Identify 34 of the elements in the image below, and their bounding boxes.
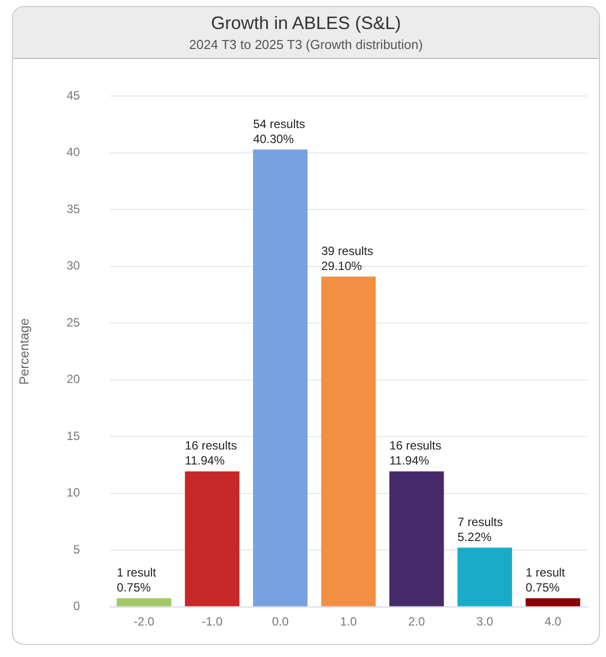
bar bbox=[458, 548, 512, 606]
x-tick-label: 0.0 bbox=[272, 614, 289, 628]
y-tick-label: 15 bbox=[66, 428, 80, 443]
x-tick-label: -2.0 bbox=[134, 614, 155, 628]
data-label: 7 results 5.22% bbox=[458, 514, 503, 544]
y-tick-label: 25 bbox=[66, 315, 80, 330]
bar bbox=[253, 150, 308, 606]
y-axis-title: Percentage bbox=[16, 318, 32, 385]
data-label: 54 results 40.30% bbox=[253, 116, 306, 146]
chart-title: Growth in ABLES (S&L) bbox=[210, 13, 402, 34]
x-tick-label: 1.0 bbox=[340, 614, 358, 628]
data-label: 16 results 11.94% bbox=[184, 438, 237, 468]
bar bbox=[526, 598, 580, 606]
y-tick-label: 5 bbox=[73, 542, 80, 556]
data-label: 1 result 0.75% bbox=[116, 566, 157, 595]
y-tick-label: 40 bbox=[66, 145, 80, 160]
x-tick-label: 2.0 bbox=[408, 614, 426, 628]
bar bbox=[389, 471, 444, 606]
y-tick-label: 20 bbox=[66, 372, 80, 386]
data-label: 1 result 0.75% bbox=[526, 566, 566, 595]
y-tick-label: 30 bbox=[66, 258, 80, 273]
y-tick-label: 35 bbox=[66, 202, 80, 216]
x-tick-label: -1.0 bbox=[202, 614, 223, 628]
y-tick-label: 45 bbox=[66, 88, 80, 103]
data-label: 39 results 29.10% bbox=[321, 244, 374, 273]
bar bbox=[184, 471, 240, 606]
chart-subtitle: 2024 T3 to 2025 T3 (Growth distribution) bbox=[188, 37, 424, 52]
bar bbox=[321, 276, 376, 606]
x-tick-label: 4.0 bbox=[544, 614, 562, 628]
x-tick-label: 3.0 bbox=[476, 614, 494, 628]
y-tick-label: 10 bbox=[66, 486, 80, 500]
data-label: 16 results 11.94% bbox=[389, 438, 442, 468]
y-tick-label: 0 bbox=[73, 599, 80, 614]
bar bbox=[116, 598, 172, 606]
